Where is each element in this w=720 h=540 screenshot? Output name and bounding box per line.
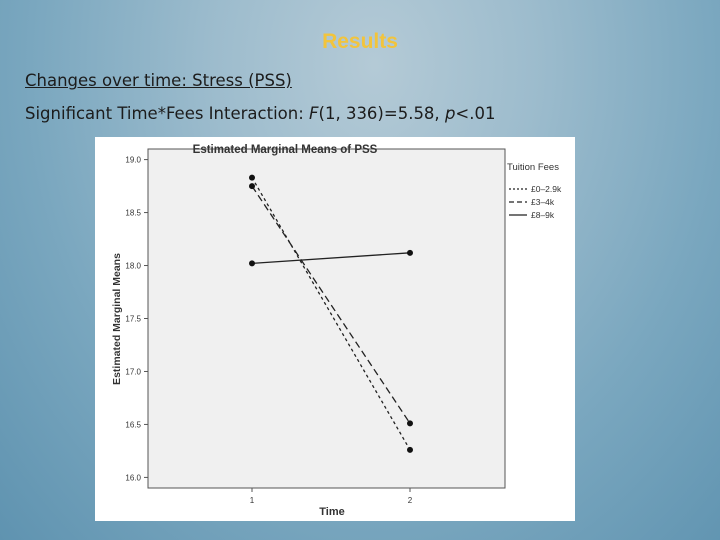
statistic-value: (1, 336)=5.58, xyxy=(318,104,445,123)
data-point xyxy=(249,183,255,190)
chart-title: Estimated Marginal Means of PSS xyxy=(193,144,378,156)
y-tick-label: 16.5 xyxy=(125,420,141,429)
line-chart: Estimated Marginal Means of PSS Estimate… xyxy=(111,144,562,518)
data-point xyxy=(249,174,255,181)
statistic-suffix: <.01 xyxy=(455,104,496,123)
subtitle-line: Changes over time: Stress (PSS) xyxy=(25,71,292,90)
x-tick-label: 2 xyxy=(408,496,413,505)
legend-label: £8–9k xyxy=(531,210,555,220)
legend: £0–2.9k £3–4k £8–9k xyxy=(509,184,562,220)
statistic-p: p xyxy=(444,104,456,123)
legend-label: £0–2.9k xyxy=(531,184,562,194)
data-point xyxy=(407,249,413,256)
statistic-prefix: Significant Time*Fees Interaction: xyxy=(25,104,310,123)
legend-label: £3–4k xyxy=(531,197,555,207)
y-tick-label: 17.0 xyxy=(125,367,141,376)
statistic-f: F xyxy=(309,104,319,123)
data-point xyxy=(249,260,255,267)
plot-area xyxy=(147,148,506,489)
legend-title: Tuition Fees xyxy=(507,162,559,173)
y-axis-label: Estimated Marginal Means xyxy=(111,253,123,385)
y-tick-label: 17.5 xyxy=(125,315,141,324)
statistic-line: Significant Time*Fees Interaction: F(1, … xyxy=(25,104,496,123)
data-point xyxy=(407,420,413,427)
y-tick-label: 18.5 xyxy=(125,209,141,218)
y-axis: 19.0 18.5 18.0 17.5 17.0 16.5 16.0 xyxy=(125,156,148,482)
x-tick-label: 1 xyxy=(250,496,255,505)
chart-panel: Estimated Marginal Means of PSS Estimate… xyxy=(95,137,575,521)
series-line xyxy=(251,252,411,265)
series-line xyxy=(251,185,411,424)
y-tick-label: 19.0 xyxy=(125,156,141,165)
x-axis-label: Time xyxy=(319,506,344,518)
series-group xyxy=(249,174,413,453)
series-line xyxy=(251,177,411,451)
slide-title: Results xyxy=(322,30,398,53)
y-tick-label: 16.0 xyxy=(125,473,141,482)
y-tick-label: 18.0 xyxy=(125,262,141,271)
data-point xyxy=(407,446,413,453)
